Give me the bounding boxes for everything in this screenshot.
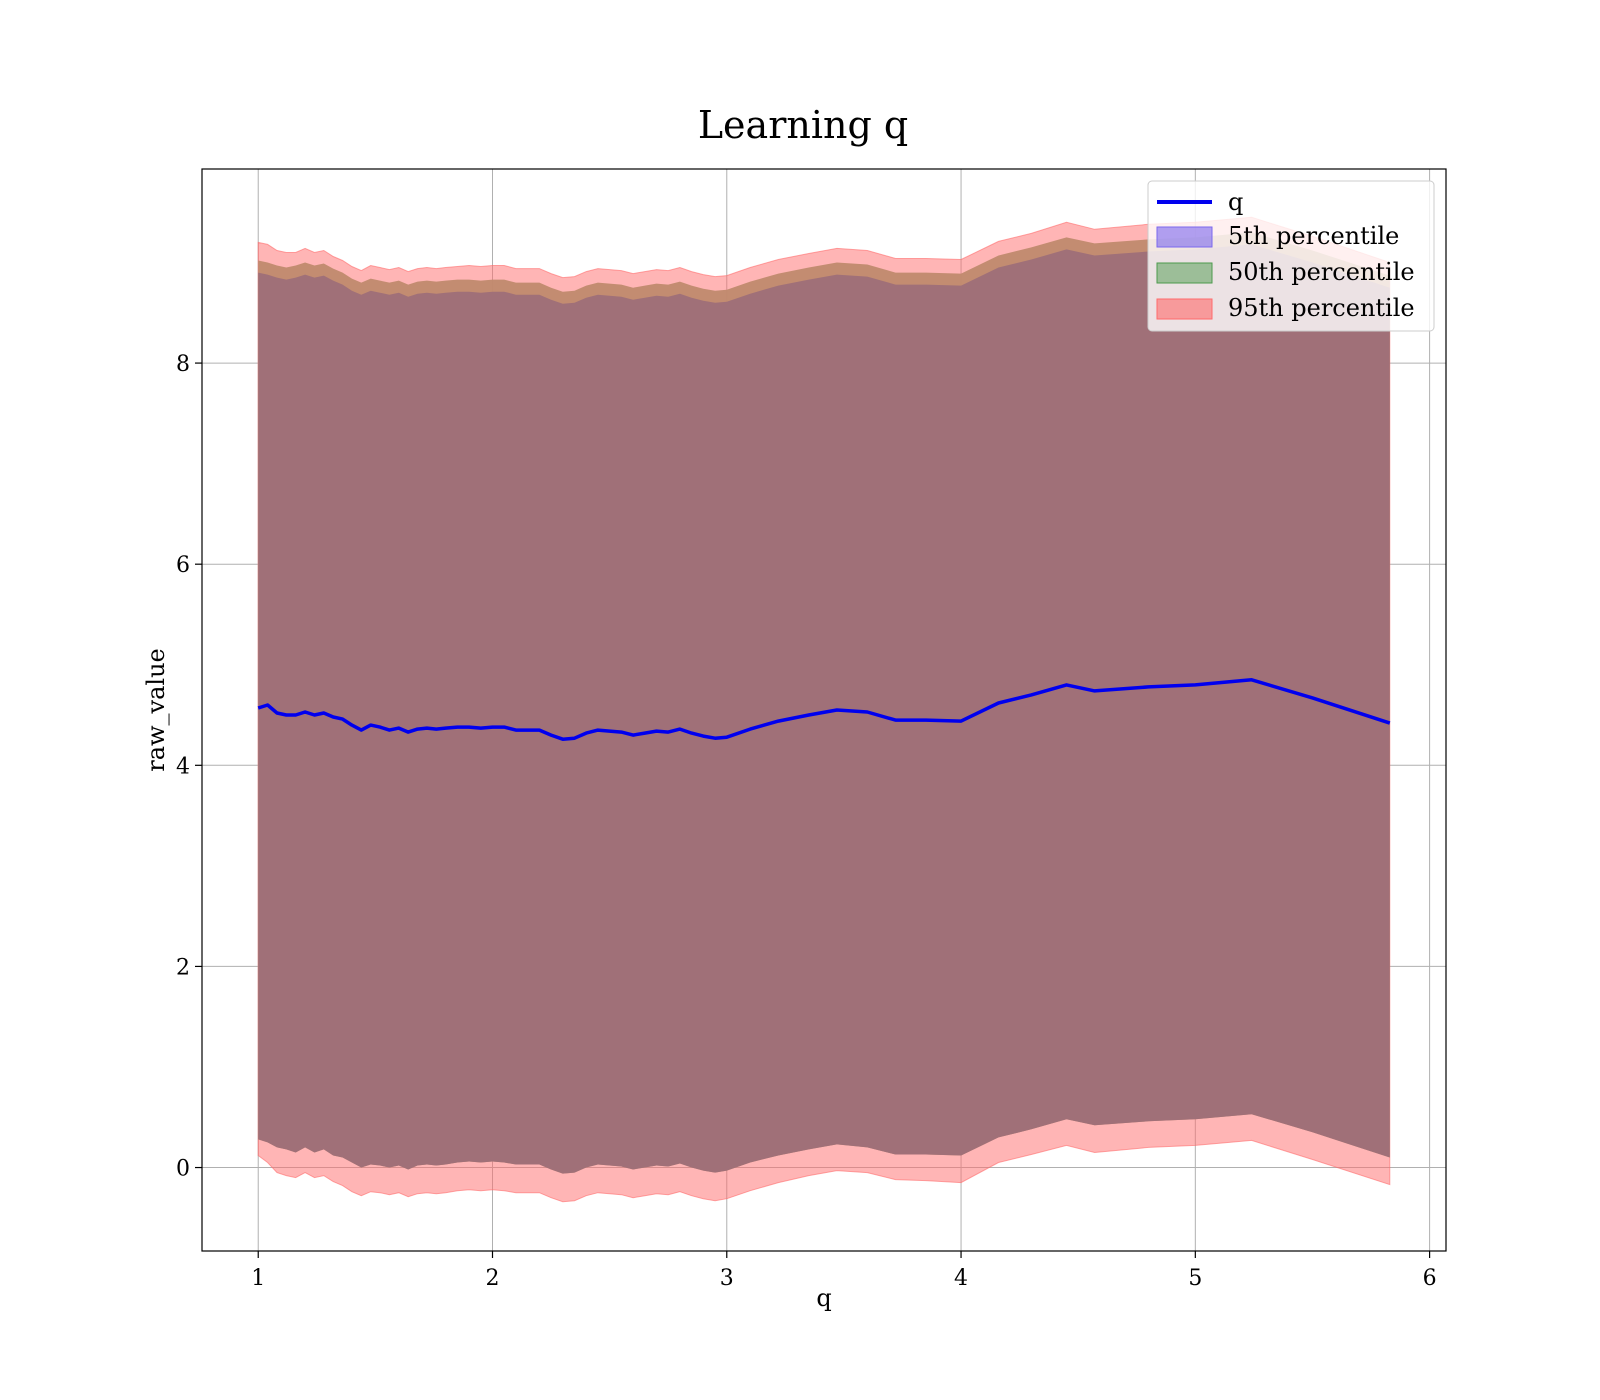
band-5th-percentile — [258, 244, 1390, 1174]
x-tick-label: 1 — [251, 1266, 265, 1291]
legend-label-5th-percentile: 5th percentile — [1228, 222, 1399, 250]
legend-swatch-5th-percentile — [1156, 226, 1213, 248]
x-axis-label: q — [816, 1284, 831, 1312]
legend: q 5th percentile 50th percentile 95th pe… — [1147, 180, 1435, 332]
y-axis-label: raw_value — [142, 648, 170, 772]
x-axis-ticks: 1 2 3 4 5 6 — [251, 1251, 1437, 1291]
x-tick-label: 6 — [1423, 1266, 1437, 1291]
legend-label-q: q — [1228, 188, 1243, 216]
legend-swatch-50th-percentile — [1156, 262, 1213, 284]
y-tick-label: 4 — [176, 754, 190, 779]
y-tick-label: 2 — [176, 955, 190, 980]
legend-label-50th-percentile: 50th percentile — [1228, 258, 1415, 286]
percentile-bands — [257, 216, 1391, 1203]
legend-swatch-95th-percentile — [1156, 298, 1213, 320]
legend-box — [1147, 180, 1435, 332]
q-line-layer — [257, 678, 1391, 741]
y-axis-ticks: 0 2 4 6 8 — [176, 352, 202, 1182]
x-tick-label: 5 — [1188, 1266, 1202, 1291]
x-tick-label: 3 — [720, 1266, 734, 1291]
legend-label-95th-percentile: 95th percentile — [1228, 294, 1415, 322]
chart-title: Learning q — [698, 103, 908, 147]
y-tick-label: 8 — [176, 352, 190, 377]
q-line — [257, 678, 1391, 741]
x-tick-label: 4 — [954, 1266, 968, 1291]
plot-frame — [201, 168, 1447, 1252]
x-tick-label: 2 — [486, 1266, 500, 1291]
y-tick-label: 6 — [176, 553, 190, 578]
y-tick-label: 0 — [176, 1157, 190, 1182]
